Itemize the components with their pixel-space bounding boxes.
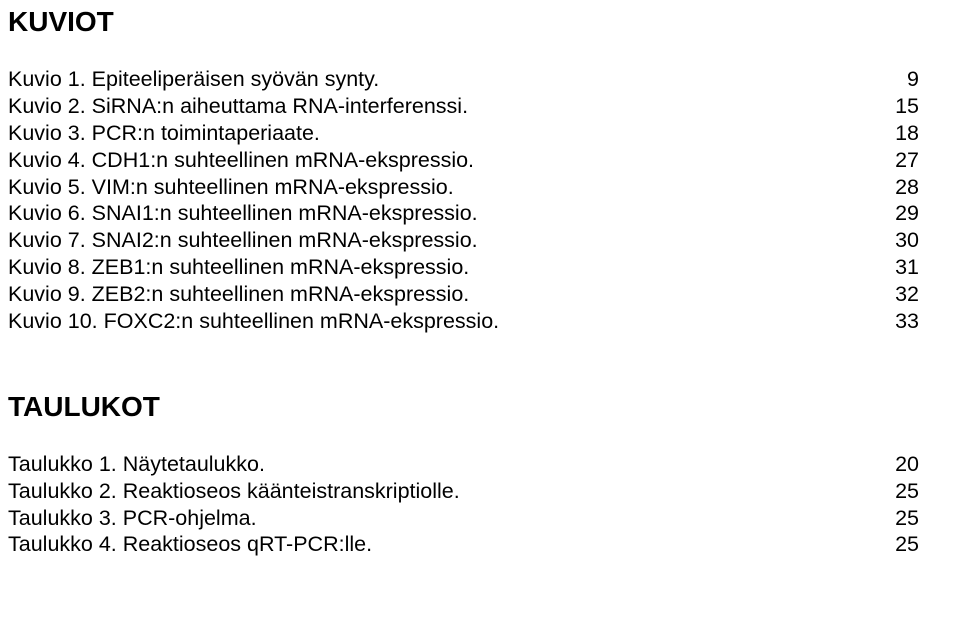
list-item-page: 30 xyxy=(875,227,919,254)
list-item-label: Kuvio 1. Epiteeliperäisen syövän synty. xyxy=(8,66,379,93)
list-item-page: 33 xyxy=(875,308,919,335)
list-item-page: 31 xyxy=(875,254,919,281)
list-item-page: 18 xyxy=(875,120,919,147)
list-item-label: Kuvio 10. FOXC2:n suhteellinen mRNA-eksp… xyxy=(8,308,499,335)
list-item-label: Taulukko 2. Reaktioseos käänteistranskri… xyxy=(8,478,460,505)
list-item-page: 27 xyxy=(875,147,919,174)
list-item: Kuvio 8. ZEB1:n suhteellinen mRNA-ekspre… xyxy=(8,254,919,281)
list-item-label: Taulukko 3. PCR-ohjelma. xyxy=(8,505,257,532)
list-item-page: 20 xyxy=(875,451,919,478)
list-item-page: 25 xyxy=(875,531,919,558)
list-item: Kuvio 1. Epiteeliperäisen syövän synty. … xyxy=(8,66,919,93)
list-item-label: Kuvio 9. ZEB2:n suhteellinen mRNA-ekspre… xyxy=(8,281,469,308)
list-item-label: Kuvio 5. VIM:n suhteellinen mRNA-ekspres… xyxy=(8,174,454,201)
list-item-label: Kuvio 3. PCR:n toimintaperiaate. xyxy=(8,120,320,147)
list-item-label: Kuvio 2. SiRNA:n aiheuttama RNA-interfer… xyxy=(8,93,468,120)
list-item-page: 25 xyxy=(875,478,919,505)
section-heading-kuviot: KUVIOT xyxy=(8,6,919,38)
figure-list: Kuvio 1. Epiteeliperäisen syövän synty. … xyxy=(8,66,919,335)
list-item: Kuvio 5. VIM:n suhteellinen mRNA-ekspres… xyxy=(8,174,919,201)
list-item: Kuvio 2. SiRNA:n aiheuttama RNA-interfer… xyxy=(8,93,919,120)
document-page: KUVIOT Kuvio 1. Epiteeliperäisen syövän … xyxy=(0,0,959,578)
list-item-page: 28 xyxy=(875,174,919,201)
list-item-page: 15 xyxy=(875,93,919,120)
list-item: Kuvio 10. FOXC2:n suhteellinen mRNA-eksp… xyxy=(8,308,919,335)
list-item: Taulukko 1. Näytetaulukko. 20 xyxy=(8,451,919,478)
list-item: Taulukko 4. Reaktioseos qRT-PCR:lle. 25 xyxy=(8,531,919,558)
list-item-label: Kuvio 7. SNAI2:n suhteellinen mRNA-ekspr… xyxy=(8,227,478,254)
list-item-label: Kuvio 8. ZEB1:n suhteellinen mRNA-ekspre… xyxy=(8,254,469,281)
list-item-label: Taulukko 1. Näytetaulukko. xyxy=(8,451,265,478)
list-item-page: 32 xyxy=(875,281,919,308)
list-item-label: Kuvio 6. SNAI1:n suhteellinen mRNA-ekspr… xyxy=(8,200,478,227)
list-item-page: 9 xyxy=(887,66,919,93)
list-item: Kuvio 3. PCR:n toimintaperiaate. 18 xyxy=(8,120,919,147)
list-item-label: Kuvio 4. CDH1:n suhteellinen mRNA-ekspre… xyxy=(8,147,474,174)
list-item: Taulukko 3. PCR-ohjelma. 25 xyxy=(8,505,919,532)
table-list: Taulukko 1. Näytetaulukko. 20 Taulukko 2… xyxy=(8,451,919,559)
section-heading-taulukot: TAULUKOT xyxy=(8,391,919,423)
list-item-page: 25 xyxy=(875,505,919,532)
list-item: Kuvio 4. CDH1:n suhteellinen mRNA-ekspre… xyxy=(8,147,919,174)
list-item: Kuvio 9. ZEB2:n suhteellinen mRNA-ekspre… xyxy=(8,281,919,308)
list-item: Kuvio 6. SNAI1:n suhteellinen mRNA-ekspr… xyxy=(8,200,919,227)
list-item: Taulukko 2. Reaktioseos käänteistranskri… xyxy=(8,478,919,505)
list-item: Kuvio 7. SNAI2:n suhteellinen mRNA-ekspr… xyxy=(8,227,919,254)
list-item-page: 29 xyxy=(875,200,919,227)
list-item-label: Taulukko 4. Reaktioseos qRT-PCR:lle. xyxy=(8,531,372,558)
